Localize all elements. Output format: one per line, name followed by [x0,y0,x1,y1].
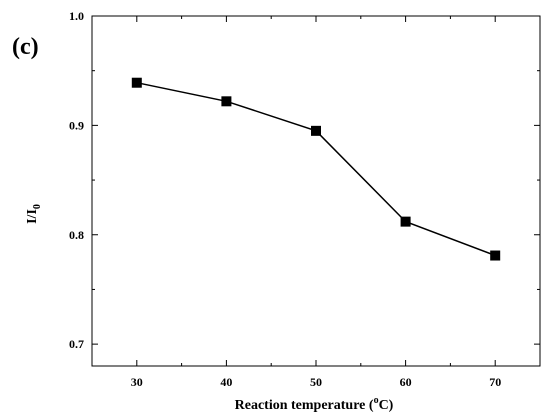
y-axis-ticks: 0.7 0.8 0.9 1.0 [69,9,540,351]
data-point [131,77,142,88]
x-axis-ticks: 30 40 50 60 70 [91,16,541,389]
y-axis-label-subscript: 0 [32,204,43,209]
data-point [311,125,321,136]
axes [91,15,541,367]
data-series [131,77,501,261]
y-tick-label: 0.8 [69,228,84,242]
panel-label: (c) [12,34,39,60]
y-tick-label: 1.0 [69,9,84,23]
x-tick-label: 30 [131,375,143,389]
data-point [490,250,501,261]
x-tick-label: 60 [400,375,412,389]
x-tick-label: 40 [220,375,232,389]
x-axis-label-degree: o [374,395,379,406]
y-tick-label: 0.9 [69,118,84,132]
data-point [400,216,411,227]
y-axis-label-main: I/I [25,209,40,224]
y-axis-label: I/I0 [25,204,43,224]
series-line [136,81,496,257]
x-tick-label: 50 [310,375,322,389]
data-point [221,96,232,107]
x-axis-label: Reaction temperature (oC) [235,395,394,413]
x-axis-label-prefix: Reaction temperature ( [235,398,374,413]
plot-frame [91,15,541,367]
x-axis-label-suffix: C) [379,398,394,413]
y-tick-label: 0.7 [69,337,84,351]
x-tick-label: 70 [489,375,501,389]
